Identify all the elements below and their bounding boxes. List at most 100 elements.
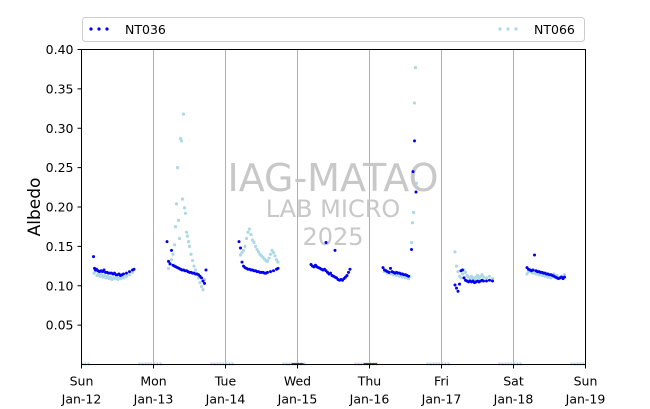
data-point-nt036 (414, 190, 418, 194)
data-point-nt036 (333, 248, 337, 252)
data-point-nt066 (171, 252, 175, 256)
data-point-nt066 (273, 254, 277, 258)
data-point-nt036 (168, 262, 172, 266)
data-point-nt066 (180, 197, 185, 201)
data-point-nt066 (187, 244, 192, 248)
data-point-nt066 (255, 247, 259, 252)
x-tick-label-date: Jan-15 (277, 392, 318, 407)
data-point-nt066 (406, 277, 411, 281)
x-tick-label-day: Mon (140, 374, 166, 389)
data-point-nt066 (182, 206, 187, 210)
watermark: IAG-MATAO LAB MICRO 2025 (227, 156, 438, 251)
data-point-nt036 (324, 240, 328, 244)
legend-dot (514, 27, 518, 31)
x-tick-label-day: Thu (357, 374, 381, 389)
watermark-line-3: 2025 (302, 223, 363, 251)
data-point-nt066 (166, 266, 171, 271)
data-point-nt066 (99, 273, 104, 277)
data-point-nt036 (201, 279, 205, 283)
x-tick-label-day: Tue (214, 374, 237, 389)
data-point-nt066 (480, 273, 484, 277)
x-tick-label-day: Sun (70, 374, 94, 389)
data-point-nt066 (177, 236, 182, 241)
data-point-nt036 (482, 279, 485, 283)
data-point-nt036 (203, 281, 206, 285)
data-point-nt036 (102, 268, 106, 272)
legend-dot (506, 27, 510, 31)
legend-dot (97, 27, 101, 31)
data-point-nt066 (190, 258, 195, 263)
x-tick-label-date: Jan-14 (205, 392, 246, 407)
data-point-nt066 (270, 248, 274, 252)
data-point-nt066 (96, 272, 101, 276)
data-point-nt066 (453, 250, 457, 254)
data-point-nt066 (256, 250, 261, 254)
vertical-gridlines (153, 49, 514, 365)
data-point-nt066 (185, 234, 190, 238)
data-point-nt066 (130, 270, 135, 274)
legend-box (82, 17, 585, 42)
data-point-nt036 (461, 268, 464, 272)
data-point-nt036 (563, 275, 566, 279)
data-point-nt066 (481, 275, 486, 279)
data-point-nt066 (484, 276, 489, 280)
data-point-nt066 (184, 230, 189, 234)
data-point-nt066 (169, 258, 174, 262)
data-point-nt036 (387, 270, 391, 274)
data-point-nt066 (198, 281, 202, 285)
data-point-nt066 (487, 274, 492, 278)
x-tick-label-day: Fri (434, 374, 449, 389)
data-point-nt036 (462, 276, 466, 280)
data-point-nt066 (253, 244, 258, 248)
data-point-nt066 (454, 264, 459, 268)
x-tick-label-date: Jan-13 (133, 392, 174, 407)
data-point-nt036 (410, 248, 413, 252)
y-tick-label: 0.30 (46, 121, 74, 136)
data-point-nt066 (247, 227, 252, 231)
data-point-nt066 (114, 275, 119, 279)
data-point-nt066 (192, 264, 196, 268)
data-point-nt066 (179, 139, 184, 143)
data-point-nt036 (458, 282, 461, 286)
data-point-nt066 (403, 276, 408, 280)
data-point-nt066 (413, 66, 418, 70)
data-point-nt036 (237, 240, 241, 244)
y-tick-label: 0.15 (46, 239, 74, 254)
data-point-nt066 (468, 277, 472, 281)
data-point-nt036 (533, 253, 536, 257)
data-point-nt066 (189, 252, 193, 256)
legend-label-nt066: NT066 (534, 22, 575, 37)
data-point-nt036 (204, 268, 208, 272)
data-point-nt066 (412, 101, 417, 105)
data-point-nt066 (244, 236, 249, 241)
data-point-nt066 (176, 218, 181, 222)
data-point-nt066 (265, 259, 270, 263)
data-point-nt066 (102, 273, 107, 278)
data-point-nt066 (122, 276, 126, 280)
data-point-nt066 (108, 275, 113, 279)
data-point-nt036 (276, 266, 280, 270)
legend-dot (498, 27, 502, 31)
data-point-nt066 (186, 240, 191, 244)
data-point-nt036 (266, 270, 269, 274)
x-tick-label-date: Jan-12 (61, 392, 102, 407)
data-point-nt036 (240, 260, 244, 264)
data-point-nt036 (92, 255, 95, 259)
data-points (92, 66, 567, 293)
data-point-nt066 (124, 274, 129, 278)
data-point-nt036 (491, 279, 494, 283)
data-point-nt036 (170, 248, 173, 252)
data-point-nt066 (475, 273, 480, 278)
data-point-nt066 (127, 273, 132, 277)
data-point-nt066 (246, 230, 250, 234)
y-tick-label: 0.10 (46, 278, 74, 293)
data-point-nt066 (201, 288, 205, 292)
watermark-line-1: IAG-MATAO (227, 156, 438, 200)
data-point-nt066 (268, 252, 273, 256)
data-point-nt066 (174, 202, 179, 206)
x-tick-label-date: Jan-18 (493, 392, 534, 407)
data-point-nt066 (411, 210, 416, 215)
data-point-nt066 (181, 112, 186, 116)
data-point-nt036 (381, 266, 385, 270)
data-point-nt066 (274, 258, 279, 262)
